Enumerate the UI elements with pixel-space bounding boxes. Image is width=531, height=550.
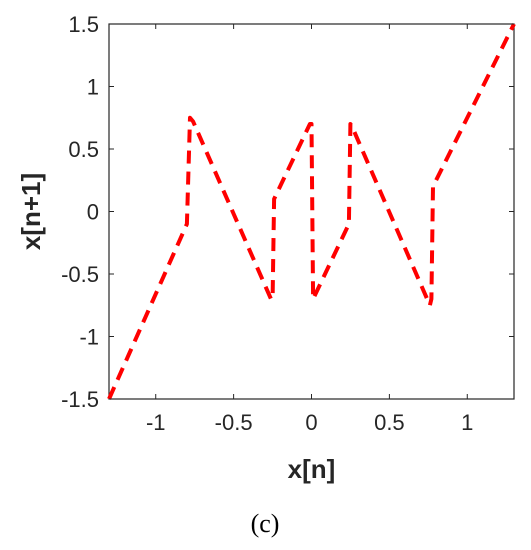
series-layer bbox=[107, 23, 516, 400]
y-axis-ticks: -1.5 -1 -0.5 0 0.5 1 1.5 bbox=[61, 12, 514, 412]
x-tick-label: -0.5 bbox=[215, 410, 253, 435]
panel-label: (c) bbox=[251, 509, 280, 538]
y-tick-label: 1 bbox=[87, 75, 99, 100]
series-line bbox=[107, 23, 516, 400]
x-tick-label: -1 bbox=[146, 410, 166, 435]
y-tick-label: 0 bbox=[87, 200, 99, 225]
axes-box bbox=[108, 23, 515, 400]
x-tick-label: 0.5 bbox=[374, 410, 405, 435]
y-axis-label: x[n+1] bbox=[16, 173, 46, 250]
x-tick-label: 0 bbox=[305, 410, 317, 435]
y-tick-label: 1.5 bbox=[68, 12, 99, 37]
x-axis-label: x[n] bbox=[288, 454, 336, 484]
y-tick-label: 0.5 bbox=[68, 137, 99, 162]
x-tick-label: 1 bbox=[461, 410, 473, 435]
y-tick-label: -1.5 bbox=[61, 387, 99, 412]
y-tick-label: -1 bbox=[79, 325, 99, 350]
x-axis-ticks: -1 -0.5 0 0.5 1 bbox=[146, 24, 473, 435]
plot-area bbox=[107, 23, 516, 400]
y-tick-label: -0.5 bbox=[61, 262, 99, 287]
